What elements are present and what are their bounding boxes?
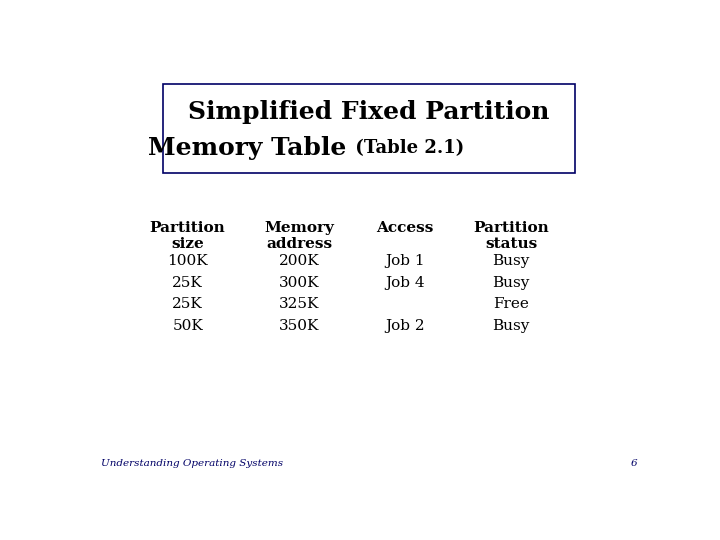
Text: Memory
address: Memory address [264,221,334,251]
Text: Busy: Busy [492,254,530,268]
Text: Access: Access [377,221,434,235]
Text: Simplified Fixed Partition: Simplified Fixed Partition [188,100,550,124]
Text: 50K: 50K [172,319,203,333]
Text: 25K: 25K [172,297,203,311]
Text: Partition
status: Partition status [474,221,549,251]
Text: 100K: 100K [167,254,208,268]
Text: Job 2: Job 2 [385,319,425,333]
Text: Understanding Operating Systems: Understanding Operating Systems [101,459,283,468]
Text: Memory Table: Memory Table [148,136,347,160]
Text: Partition
size: Partition size [150,221,225,251]
Text: 200K: 200K [279,254,320,268]
Text: 350K: 350K [279,319,320,333]
Text: Job 4: Job 4 [385,275,425,289]
Text: (Table 2.1): (Table 2.1) [349,139,464,157]
Text: 25K: 25K [172,275,203,289]
Text: 300K: 300K [279,275,320,289]
Text: 325K: 325K [279,297,320,311]
Text: Job 1: Job 1 [385,254,425,268]
Text: 6: 6 [630,459,637,468]
FancyBboxPatch shape [163,84,575,173]
Text: Busy: Busy [492,319,530,333]
Text: Busy: Busy [492,275,530,289]
Text: Free: Free [493,297,529,311]
